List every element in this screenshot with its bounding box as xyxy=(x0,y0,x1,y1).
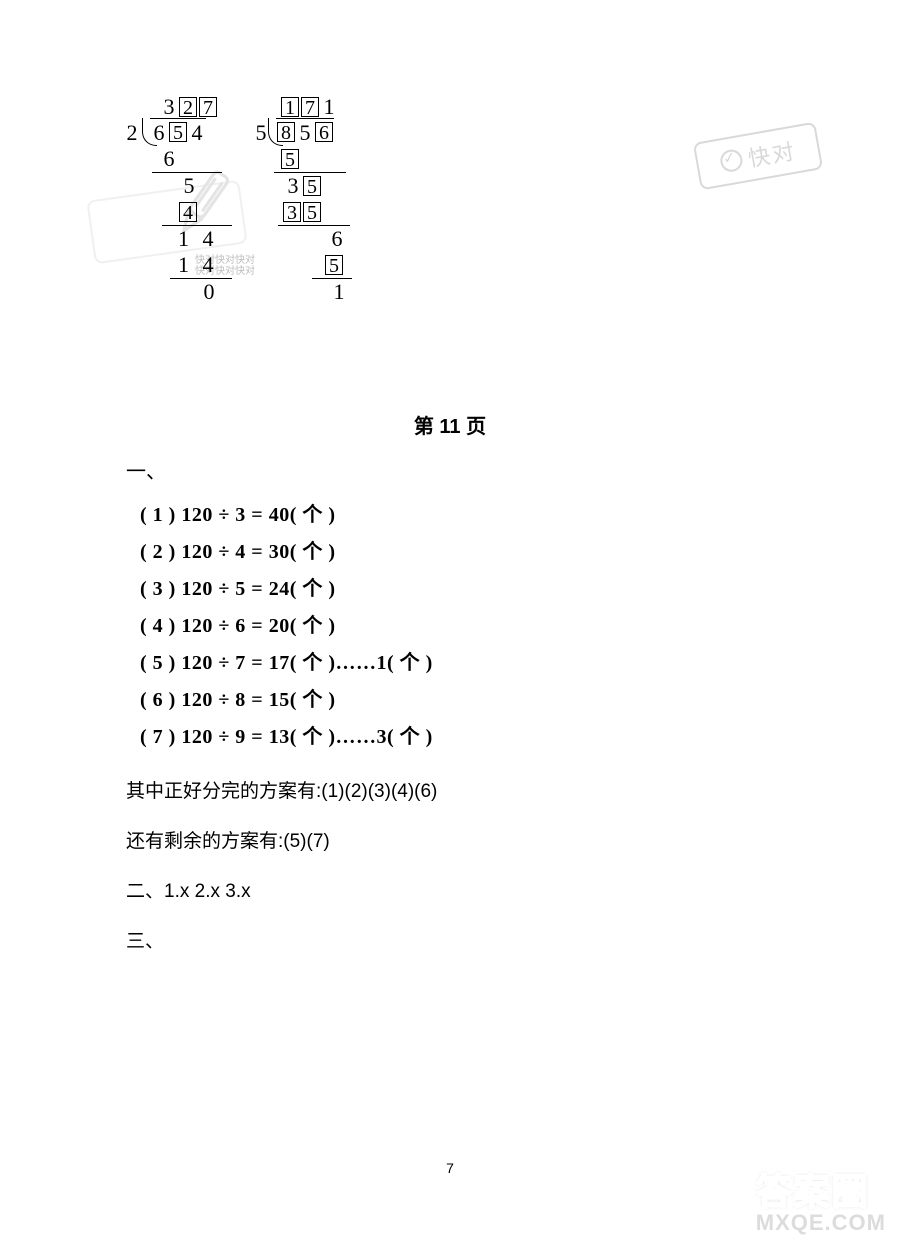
equation-item: ( 5 ) 120 ÷ 7 = 17( 个 )……1( 个 ) xyxy=(140,646,433,675)
equation-item: ( 2 ) 120 ÷ 4 = 30( 个 ) xyxy=(140,535,433,564)
work-digit: 0 xyxy=(200,281,218,303)
dividend: 8 5 6 xyxy=(276,122,334,144)
long-division-right: 1 7 1 5 8 5 6 5 3 5 xyxy=(252,94,352,305)
section-one-header: 一、 xyxy=(126,455,166,484)
dividend-box: 6 xyxy=(315,122,333,142)
page-label: 第 11 页 xyxy=(0,410,900,439)
quotient-digit: 1 xyxy=(320,96,338,118)
long-division-left: 3 2 7 2 6 5 4 6 5 xyxy=(122,94,232,305)
equation-item: ( 3 ) 120 ÷ 5 = 24( 个 ) xyxy=(140,572,433,601)
quotient-box: 1 xyxy=(281,97,299,117)
paragraph: 其中正好分完的方案有:(1)(2)(3)(4)(6) xyxy=(126,776,437,803)
work-box: 5 xyxy=(303,202,321,222)
work-digit: 6 xyxy=(160,148,178,170)
stamp-text: 快对 xyxy=(745,134,798,174)
dividend-digit: 5 xyxy=(296,122,314,144)
work-box: 5 xyxy=(303,176,321,196)
quotient-box: 7 xyxy=(199,97,217,117)
check-circle-icon xyxy=(719,148,744,173)
work-box: 5 xyxy=(281,149,299,169)
quotient-box: 7 xyxy=(301,97,319,117)
work-digit: 3 xyxy=(284,175,302,197)
paragraph: 三、 xyxy=(126,926,164,953)
work-digits: 1 4 xyxy=(178,228,218,250)
divisor: 2 xyxy=(122,122,142,144)
work-box: 3 xyxy=(283,202,301,222)
logo-watermark: 答案圈 MXQE.COM xyxy=(756,1174,886,1234)
equation-list: ( 1 ) 120 ÷ 3 = 40( 个 ) ( 2 ) 120 ÷ 4 = … xyxy=(140,490,433,757)
equation-item: ( 1 ) 120 ÷ 3 = 40( 个 ) xyxy=(140,498,433,527)
equation-item: ( 7 ) 120 ÷ 9 = 13( 个 )……3( 个 ) xyxy=(140,720,433,749)
equation-item: ( 4 ) 120 ÷ 6 = 20( 个 ) xyxy=(140,609,433,638)
dividend-digit: 6 xyxy=(150,122,168,144)
paragraph: 还有剩余的方案有:(5)(7) xyxy=(126,826,330,853)
dividend: 6 5 4 xyxy=(150,122,206,144)
dividend-digit: 4 xyxy=(188,122,206,144)
kuaidui-stamp: 快对 xyxy=(693,122,823,191)
work-digit: 1 xyxy=(330,281,348,303)
paragraph: 二、1.x 2.x 3.x xyxy=(126,876,251,903)
work-digit: 5 xyxy=(180,175,198,197)
logo-line2: MXQE.COM xyxy=(756,1212,886,1234)
logo-line1: 答案圈 xyxy=(756,1174,886,1210)
work-box: 5 xyxy=(325,255,343,275)
dividend-box: 8 xyxy=(277,122,295,142)
equation-item: ( 6 ) 120 ÷ 8 = 15( 个 ) xyxy=(140,683,433,712)
quotient-box: 2 xyxy=(179,97,197,117)
quotient-digit: 3 xyxy=(160,96,178,118)
work-box: 4 xyxy=(179,202,197,222)
work-digits: 1 4 xyxy=(178,254,218,276)
dividend-box: 5 xyxy=(169,122,187,142)
work-digit: 6 xyxy=(328,228,346,250)
